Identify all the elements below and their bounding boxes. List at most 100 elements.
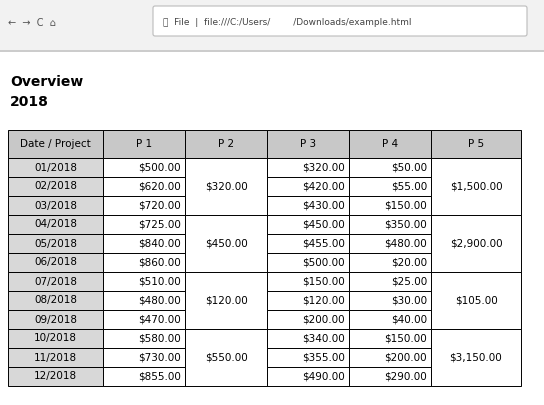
Text: 2018: 2018 [10, 95, 49, 109]
Text: $430.00: $430.00 [302, 200, 345, 211]
Bar [349, 177, 431, 196]
Text: $860.00: $860.00 [138, 258, 181, 267]
Bar [103, 253, 185, 272]
Bar [349, 329, 431, 348]
Text: $620.00: $620.00 [138, 181, 181, 192]
Text: $355.00: $355.00 [302, 352, 345, 362]
Bar [431, 215, 521, 272]
Text: Date / Project: Date / Project [20, 139, 91, 149]
Text: 08/2018: 08/2018 [34, 296, 77, 305]
Bar [349, 253, 431, 272]
Text: 02/2018: 02/2018 [34, 181, 77, 192]
Text: 04/2018: 04/2018 [34, 220, 77, 230]
Bar [267, 234, 349, 253]
Text: $450.00: $450.00 [205, 239, 248, 249]
Text: $25.00: $25.00 [391, 277, 427, 286]
Bar [349, 310, 431, 329]
Text: $200.00: $200.00 [302, 315, 345, 324]
Text: $120.00: $120.00 [205, 296, 248, 305]
Bar [103, 329, 185, 348]
Bar [103, 310, 185, 329]
Text: 05/2018: 05/2018 [34, 239, 77, 249]
Bar [8, 215, 103, 234]
Text: $720.00: $720.00 [138, 200, 181, 211]
FancyBboxPatch shape [153, 6, 527, 36]
Text: $30.00: $30.00 [391, 296, 427, 305]
Text: P 3: P 3 [300, 139, 316, 149]
Bar [267, 348, 349, 367]
Text: $480.00: $480.00 [384, 239, 427, 249]
Bar [103, 348, 185, 367]
Text: $50.00: $50.00 [391, 162, 427, 173]
Bar [349, 291, 431, 310]
Text: $840.00: $840.00 [138, 239, 181, 249]
Text: 07/2018: 07/2018 [34, 277, 77, 286]
Bar [185, 272, 267, 329]
Text: P 4: P 4 [382, 139, 398, 149]
Bar [267, 196, 349, 215]
Bar [267, 130, 349, 158]
Bar [349, 367, 431, 386]
Text: $500.00: $500.00 [302, 258, 345, 267]
Text: $420.00: $420.00 [302, 181, 345, 192]
Text: ←  →  C  ⌂: ← → C ⌂ [8, 17, 56, 28]
Bar [8, 234, 103, 253]
Text: $470.00: $470.00 [138, 315, 181, 324]
Text: $350.00: $350.00 [384, 220, 427, 230]
Bar [8, 253, 103, 272]
Bar [431, 272, 521, 329]
Bar [267, 215, 349, 234]
Text: $320.00: $320.00 [205, 181, 248, 192]
Text: 03/2018: 03/2018 [34, 200, 77, 211]
Text: P 2: P 2 [218, 139, 234, 149]
Bar [349, 234, 431, 253]
Text: $550.00: $550.00 [205, 352, 248, 362]
Text: 06/2018: 06/2018 [34, 258, 77, 267]
Bar [185, 130, 267, 158]
Bar [267, 158, 349, 177]
Bar [349, 215, 431, 234]
Text: 10/2018: 10/2018 [34, 333, 77, 343]
Text: $500.00: $500.00 [138, 162, 181, 173]
Text: 12/2018: 12/2018 [34, 371, 77, 382]
Text: $320.00: $320.00 [302, 162, 345, 173]
Text: $3,150.00: $3,150.00 [450, 352, 502, 362]
Text: $510.00: $510.00 [138, 277, 181, 286]
Text: $1,500.00: $1,500.00 [450, 181, 502, 192]
Bar [267, 329, 349, 348]
Text: $20.00: $20.00 [391, 258, 427, 267]
Text: $340.00: $340.00 [302, 333, 345, 343]
Text: 09/2018: 09/2018 [34, 315, 77, 324]
Bar [349, 348, 431, 367]
Bar [103, 291, 185, 310]
Bar [431, 329, 521, 386]
Bar [8, 367, 103, 386]
Bar [8, 130, 103, 158]
Bar [103, 130, 185, 158]
Bar [267, 367, 349, 386]
Text: $580.00: $580.00 [138, 333, 181, 343]
Bar [8, 348, 103, 367]
Bar [185, 329, 267, 386]
Text: $290.00: $290.00 [384, 371, 427, 382]
Bar [103, 215, 185, 234]
Bar [103, 158, 185, 177]
Text: $150.00: $150.00 [384, 333, 427, 343]
Text: $105.00: $105.00 [455, 296, 497, 305]
Text: $855.00: $855.00 [138, 371, 181, 382]
Text: $490.00: $490.00 [302, 371, 345, 382]
Bar [8, 310, 103, 329]
Bar [185, 215, 267, 272]
Text: $120.00: $120.00 [302, 296, 345, 305]
Text: $55.00: $55.00 [391, 181, 427, 192]
Bar [8, 272, 103, 291]
Bar [267, 177, 349, 196]
Bar [103, 367, 185, 386]
Text: P 1: P 1 [136, 139, 152, 149]
Bar [267, 253, 349, 272]
Bar [349, 196, 431, 215]
Text: $200.00: $200.00 [385, 352, 427, 362]
Text: ⓘ  File  |  file:///C:/Users/        /Downloads/example.html: ⓘ File | file:///C:/Users/ /Downloads/ex… [163, 18, 411, 27]
Bar [431, 158, 521, 215]
Text: Overview: Overview [10, 75, 83, 89]
